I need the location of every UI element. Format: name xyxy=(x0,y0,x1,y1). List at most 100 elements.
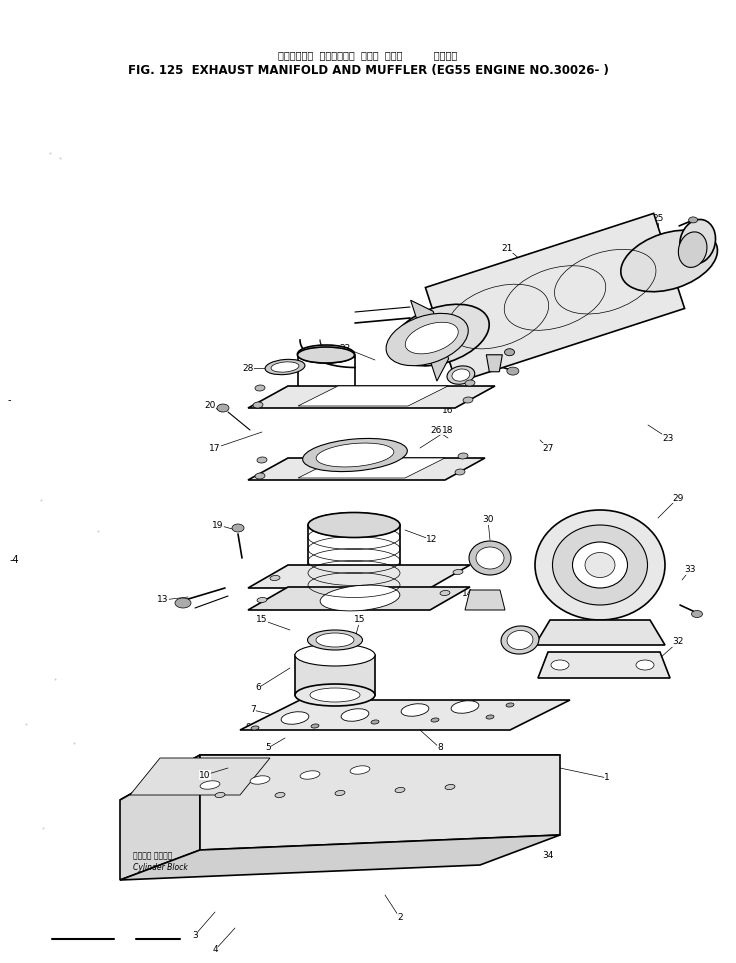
Text: 19: 19 xyxy=(212,520,224,530)
Text: 34: 34 xyxy=(542,850,553,860)
Text: 17: 17 xyxy=(209,444,221,453)
Ellipse shape xyxy=(308,630,363,650)
Ellipse shape xyxy=(251,726,259,730)
Polygon shape xyxy=(130,758,270,795)
Ellipse shape xyxy=(504,349,514,355)
Ellipse shape xyxy=(275,793,285,797)
Ellipse shape xyxy=(392,304,489,366)
Polygon shape xyxy=(240,700,570,730)
Text: 14: 14 xyxy=(462,588,474,597)
Text: 7: 7 xyxy=(250,706,256,715)
Text: 4: 4 xyxy=(212,946,218,954)
Ellipse shape xyxy=(689,217,698,222)
Text: シリンダ ブロック: シリンダ ブロック xyxy=(133,851,172,861)
Ellipse shape xyxy=(350,766,370,774)
Text: 22: 22 xyxy=(339,344,350,352)
Text: 16: 16 xyxy=(442,405,454,414)
Ellipse shape xyxy=(692,611,702,617)
Text: 25: 25 xyxy=(652,214,664,222)
Text: 15: 15 xyxy=(256,615,268,624)
Polygon shape xyxy=(486,354,502,372)
Polygon shape xyxy=(248,565,470,588)
Ellipse shape xyxy=(175,598,191,608)
Ellipse shape xyxy=(551,660,569,670)
Text: 28: 28 xyxy=(242,363,254,373)
Ellipse shape xyxy=(636,660,654,670)
Ellipse shape xyxy=(335,791,345,795)
Polygon shape xyxy=(535,620,665,645)
Ellipse shape xyxy=(401,704,429,716)
Text: 1: 1 xyxy=(604,773,610,783)
Text: 10: 10 xyxy=(199,770,210,779)
Ellipse shape xyxy=(447,366,475,384)
Ellipse shape xyxy=(679,232,707,268)
Polygon shape xyxy=(248,587,470,610)
Text: Cylinder Block: Cylinder Block xyxy=(133,863,188,872)
Text: 9: 9 xyxy=(245,723,251,733)
Ellipse shape xyxy=(200,781,220,790)
Ellipse shape xyxy=(476,547,504,569)
Ellipse shape xyxy=(295,644,375,666)
Ellipse shape xyxy=(463,397,473,403)
Ellipse shape xyxy=(573,542,628,588)
Ellipse shape xyxy=(297,347,355,363)
Ellipse shape xyxy=(455,469,465,475)
Polygon shape xyxy=(298,458,445,478)
Ellipse shape xyxy=(271,362,299,372)
Text: 24: 24 xyxy=(425,310,436,320)
Ellipse shape xyxy=(452,369,470,381)
Ellipse shape xyxy=(620,230,718,292)
Text: 32: 32 xyxy=(672,638,684,646)
Ellipse shape xyxy=(371,720,379,724)
Polygon shape xyxy=(538,652,670,678)
Ellipse shape xyxy=(406,323,459,353)
Polygon shape xyxy=(425,214,684,382)
Polygon shape xyxy=(248,458,485,480)
Ellipse shape xyxy=(451,701,479,714)
Ellipse shape xyxy=(255,385,265,391)
Text: 23: 23 xyxy=(662,433,673,443)
Ellipse shape xyxy=(469,541,511,575)
Ellipse shape xyxy=(297,345,355,363)
Ellipse shape xyxy=(300,770,320,779)
Ellipse shape xyxy=(395,788,405,793)
Ellipse shape xyxy=(270,576,280,581)
Ellipse shape xyxy=(465,380,475,386)
Text: 9: 9 xyxy=(495,723,501,733)
Ellipse shape xyxy=(386,313,468,366)
Polygon shape xyxy=(465,590,505,610)
Text: 20: 20 xyxy=(205,401,216,409)
Ellipse shape xyxy=(486,715,494,719)
Ellipse shape xyxy=(316,633,354,647)
Polygon shape xyxy=(200,755,560,850)
Text: 5: 5 xyxy=(265,743,271,752)
Ellipse shape xyxy=(217,404,229,412)
Ellipse shape xyxy=(308,512,400,537)
Ellipse shape xyxy=(431,718,439,722)
Ellipse shape xyxy=(585,553,615,578)
Ellipse shape xyxy=(215,793,225,797)
Ellipse shape xyxy=(458,453,468,459)
Ellipse shape xyxy=(250,776,270,784)
Text: 18: 18 xyxy=(442,426,454,434)
Text: FIG. 125  EXHAUST MANIFOLD AND MUFFLER (EG55 ENGINE NO.30026- ): FIG. 125 EXHAUST MANIFOLD AND MUFFLER (E… xyxy=(127,64,609,76)
Ellipse shape xyxy=(265,359,305,375)
Polygon shape xyxy=(298,386,448,406)
Text: 29: 29 xyxy=(672,493,684,503)
Ellipse shape xyxy=(253,402,263,408)
Ellipse shape xyxy=(257,597,267,603)
Ellipse shape xyxy=(320,586,400,611)
Polygon shape xyxy=(120,835,560,880)
Ellipse shape xyxy=(232,524,244,532)
Ellipse shape xyxy=(453,569,463,575)
Polygon shape xyxy=(120,755,200,880)
Ellipse shape xyxy=(680,220,715,264)
Ellipse shape xyxy=(341,709,369,721)
Ellipse shape xyxy=(445,785,455,790)
Polygon shape xyxy=(120,755,560,800)
Ellipse shape xyxy=(302,438,407,472)
Text: 11: 11 xyxy=(442,465,453,475)
Ellipse shape xyxy=(506,703,514,707)
Text: 3: 3 xyxy=(192,930,198,940)
Polygon shape xyxy=(411,300,449,381)
